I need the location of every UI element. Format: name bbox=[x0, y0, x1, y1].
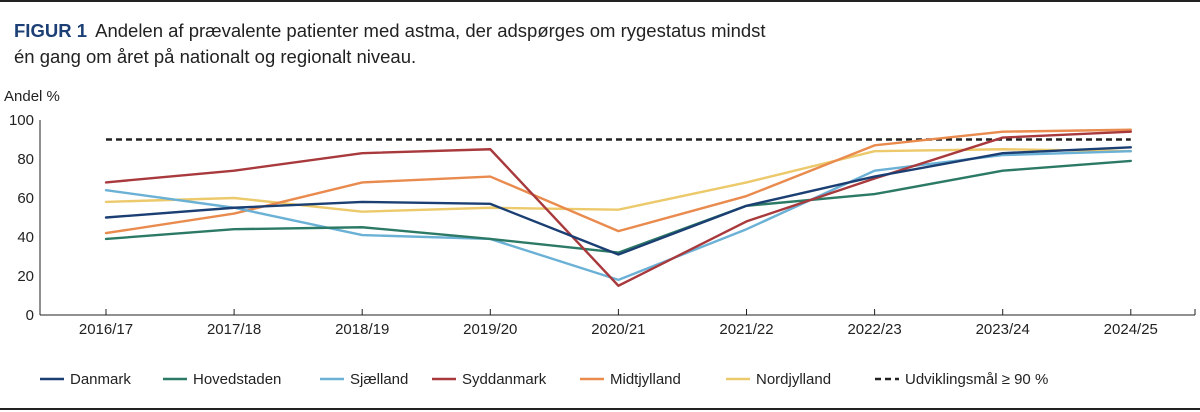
x-tick-label: 2020/21 bbox=[591, 321, 645, 338]
figure-label: FIGUR 1 bbox=[14, 20, 87, 41]
y-tick-label: 0 bbox=[26, 307, 34, 324]
legend-label: Udviklingsmål ≥ 90 % bbox=[905, 371, 1048, 388]
bottom-rule bbox=[0, 408, 1200, 410]
series-line-4 bbox=[104, 128, 1133, 235]
series-line-3 bbox=[104, 130, 1133, 287]
legend-label: Syddanmark bbox=[462, 371, 547, 388]
legend-label: Sjælland bbox=[350, 371, 408, 388]
x-tick-label: 2024/25 bbox=[1104, 321, 1158, 338]
x-tick-labels: 2016/17 2017/18 2018/19 2019/20 2020/21 2021/… bbox=[79, 321, 1158, 338]
y-axis-label: Andel % bbox=[4, 88, 60, 105]
x-tick-label: 2021/22 bbox=[719, 321, 773, 338]
x-tick-label: 2017/18 bbox=[207, 321, 261, 338]
figure-title-line2: én gang om året på nationalt og regional… bbox=[14, 46, 417, 67]
axes bbox=[39, 120, 1196, 316]
y-tick-labels: 0 20 40 60 80 100 bbox=[9, 112, 34, 324]
legend-label: Nordjylland bbox=[756, 371, 831, 388]
x-tick-label: 2019/20 bbox=[463, 321, 517, 338]
y-tick-label: 80 bbox=[17, 151, 34, 168]
series-line-1 bbox=[104, 159, 1133, 254]
series-lines bbox=[104, 128, 1133, 287]
legend-label: Danmark bbox=[70, 371, 131, 388]
x-tick-label: 2018/19 bbox=[335, 321, 389, 338]
legend: Danmark Hovedstaden Sjælland Syddanmark Midt… bbox=[40, 371, 1048, 388]
series-line-0 bbox=[104, 146, 1133, 256]
x-tick-label: 2023/24 bbox=[976, 321, 1030, 338]
legend-label: Midtjylland bbox=[610, 371, 681, 388]
figure-title-line1: Andelen af prævalente patienter med astm… bbox=[95, 20, 766, 41]
top-rule bbox=[0, 0, 1200, 2]
x-tick-label: 2022/23 bbox=[847, 321, 901, 338]
y-tick-label: 60 bbox=[17, 190, 34, 207]
legend-label: Hovedstaden bbox=[193, 371, 281, 388]
y-tick-label: 100 bbox=[9, 112, 34, 129]
y-tick-label: 20 bbox=[17, 268, 34, 285]
x-tick-label: 2016/17 bbox=[79, 321, 133, 338]
figure-title: FIGUR 1 Andelen af prævalente patienter … bbox=[14, 18, 1164, 70]
series-line-2 bbox=[104, 149, 1133, 282]
y-tick-label: 40 bbox=[17, 229, 34, 246]
